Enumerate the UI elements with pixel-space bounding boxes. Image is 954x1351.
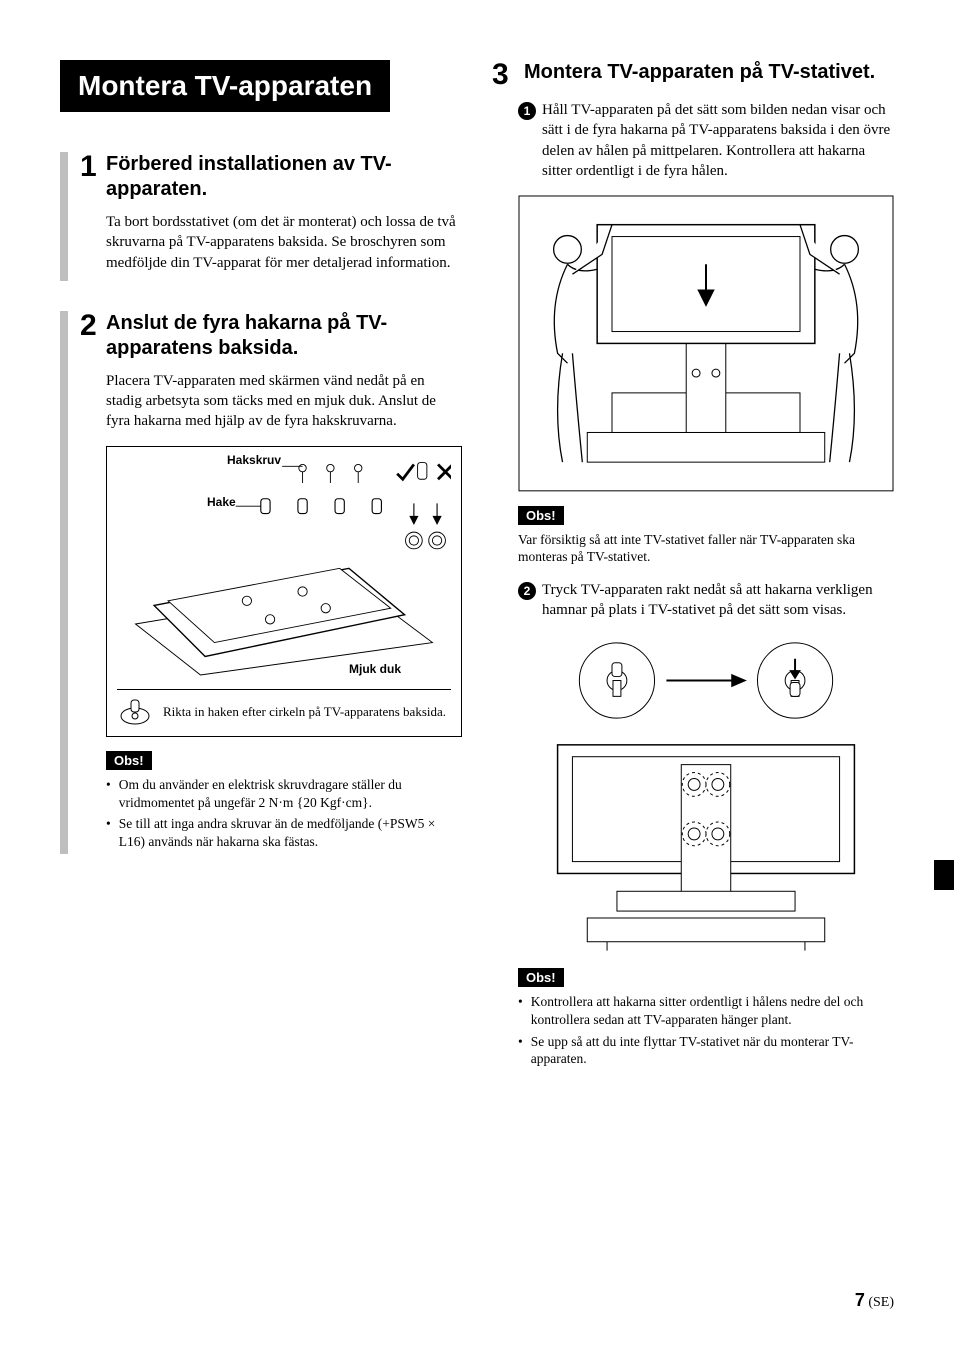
- figure-hooks-install: Hakskruv Hake Mjuk duk: [106, 446, 462, 738]
- figure-hook-seating: [518, 634, 894, 954]
- fig-label-cloth: Mjuk duk: [349, 662, 401, 676]
- bullet-text: Kontrollera att hakarna sitter ordentlig…: [531, 993, 894, 1028]
- illustration-tv-facedown: [117, 457, 451, 680]
- bullet-text: Om du använder en elektrisk skruvdragare…: [119, 776, 462, 811]
- step-body-text: Placera TV-apparaten med skärmen vänd ne…: [106, 371, 462, 432]
- figure-hint-text: Rikta in haken efter cirkeln på TV-appar…: [163, 704, 446, 720]
- page-columns: Montera TV-apparaten 1 Förbered installa…: [60, 60, 894, 1072]
- step-number: 3: [492, 60, 518, 90]
- paragraph: Placera TV-apparaten med skärmen vänd ne…: [106, 371, 462, 432]
- step-title: Förbered installationen av TV-apparaten.: [106, 152, 462, 202]
- figure-hint: Rikta in haken efter cirkeln på TV-appar…: [117, 689, 451, 726]
- fig-label-hook: Hake: [207, 495, 236, 509]
- substep-number-icon: 2: [518, 582, 536, 600]
- hook-align-icon: [117, 698, 153, 726]
- step-body-text: Ta bort bordsstativet (om det är montera…: [106, 212, 462, 273]
- substep-2: 2 Tryck TV-apparaten rakt nedåt så att h…: [518, 580, 894, 621]
- step-body: 2 Anslut de fyra hakarna på TV-apparaten…: [80, 311, 462, 855]
- note-text: Var försiktig så att inte TV-stativet fa…: [518, 531, 894, 566]
- bullet-text: Se till att inga andra skruvar än de med…: [119, 815, 462, 850]
- page-edge-tab: [934, 860, 954, 890]
- bullet-item: Kontrollera att hakarna sitter ordentlig…: [518, 993, 894, 1028]
- step-1: 1 Förbered installationen av TV-apparate…: [60, 152, 462, 281]
- note-bullets: Om du använder en elektrisk skruvdragare…: [106, 776, 462, 850]
- step-title: Montera TV-apparaten på TV-stativet.: [524, 60, 894, 85]
- note-label: Obs!: [518, 968, 564, 987]
- substep-text: Håll TV-apparaten på det sätt som bilden…: [542, 100, 894, 181]
- figure-mount-on-stand: [518, 195, 894, 492]
- note-label: Obs!: [518, 506, 564, 525]
- page-number: 7: [855, 1290, 865, 1310]
- page-locale: (SE): [868, 1295, 894, 1310]
- step-bar: [60, 311, 68, 855]
- bullet-text: Se upp så att du inte flyttar TV-stative…: [531, 1033, 894, 1068]
- bullet-item: Se till att inga andra skruvar än de med…: [106, 815, 462, 850]
- right-column: 3 Montera TV-apparaten på TV-stativet. 1…: [492, 60, 894, 1072]
- step-body: 1 Förbered installationen av TV-apparate…: [80, 152, 462, 281]
- step-head: 1 Förbered installationen av TV-apparate…: [80, 152, 462, 202]
- fig-label-screw: Hakskruv: [227, 453, 281, 467]
- main-title: Montera TV-apparaten: [60, 60, 390, 112]
- illustration-seating: [518, 636, 894, 953]
- note-label: Obs!: [106, 751, 152, 770]
- step-number: 2: [80, 311, 106, 341]
- note-bullets: Kontrollera att hakarna sitter ordentlig…: [518, 993, 894, 1067]
- left-column: Montera TV-apparaten 1 Förbered installa…: [60, 60, 462, 1072]
- step-number: 1: [80, 152, 106, 182]
- page-footer: 7 (SE): [855, 1290, 894, 1311]
- substep-1: 1 Håll TV-apparaten på det sätt som bild…: [518, 100, 894, 181]
- substep-text: Tryck TV-apparaten rakt nedåt så att hak…: [542, 580, 894, 621]
- bullet-item: Om du använder en elektrisk skruvdragare…: [106, 776, 462, 811]
- paragraph: Ta bort bordsstativet (om det är montera…: [106, 212, 462, 273]
- bullet-item: Se upp så att du inte flyttar TV-stative…: [518, 1033, 894, 1068]
- step-head: 2 Anslut de fyra hakarna på TV-apparaten…: [80, 311, 462, 361]
- substep-number-icon: 1: [518, 102, 536, 120]
- step-body: Montera TV-apparaten på TV-stativet.: [524, 60, 894, 90]
- step-bar: [60, 152, 68, 281]
- step-2: 2 Anslut de fyra hakarna på TV-apparaten…: [60, 311, 462, 855]
- step-title: Anslut de fyra hakarna på TV-apparatens …: [106, 311, 462, 361]
- illustration-mount: [518, 195, 894, 492]
- step-3: 3 Montera TV-apparaten på TV-stativet.: [492, 60, 894, 90]
